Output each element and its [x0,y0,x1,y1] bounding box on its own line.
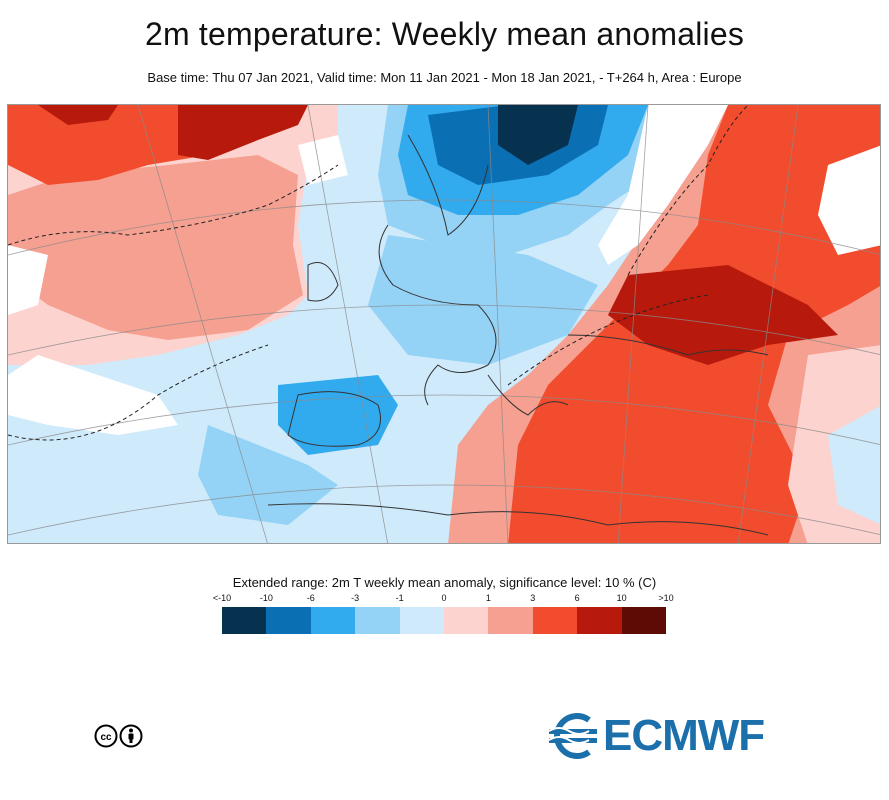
legend-tick-label: 10 [616,593,627,603]
legend-tick-label: -6 [306,593,315,603]
ecmwf-logo-text: ECMWF [603,711,765,760]
north-africa-cold-area [198,425,338,525]
legend-color-swatch [399,607,445,634]
anomaly-map [7,104,881,544]
graticule [8,105,880,543]
legend-tick-labels: <-10 -10 -6 -3 -1 0 1 3 6 10 >10 [213,593,674,607]
anomaly-map-canvas [8,105,880,543]
legend-tick-label: 6 [574,593,580,603]
ecmwf-logo: ECMWF [545,712,800,760]
legend-color-swatch [266,607,311,634]
legend-tick-label: -10 [259,593,273,603]
legend-color-swatch [444,607,489,634]
legend-tick-label: <-10 [212,593,232,603]
legend-color-bar [222,607,667,634]
atlantic-warm-area [8,155,303,340]
legend-color-swatch [310,607,356,634]
legend-tick-label: 3 [530,593,536,603]
legend-tick-label: -3 [351,593,360,603]
legend-color-swatch [488,607,533,634]
neutral-area-urals [818,145,880,255]
legend-color-swatch [577,607,622,634]
coastlines [267,134,769,536]
legend-color-swatch [222,607,267,634]
legend-color-swatch [621,607,667,634]
legend-tick-label: 0 [441,593,447,603]
legend-color-swatch [532,607,578,634]
significance-contour [8,105,749,441]
legend-title: Extended range: 2m T weekly mean anomaly… [232,575,657,590]
svg-text:cc: cc [100,732,112,743]
map-title: 2m temperature: Weekly mean anomalies [144,16,745,52]
map-subtitle: Base time: Thu 07 Jan 2021, Valid time: … [147,70,742,85]
neutral-area-west [8,245,48,315]
ecmwf-logo-icon [548,713,597,759]
greenland-strong-warm-area-west [38,105,118,125]
scandinavia-extreme-cold-area [498,105,578,165]
greenland-strong-warm-area [178,105,308,160]
neutral-area-southwest [8,355,178,435]
legend-tick-label: -1 [395,593,404,603]
neutral-area-northeast [598,105,728,265]
legend-tick-label: >10 [658,593,674,603]
central-europe-cold-area [368,235,598,365]
russia-strong-warm-area [608,265,838,365]
neutral-area-north [298,135,348,185]
legend-color-swatch [355,607,400,634]
cc-by-icon: cc [94,724,144,748]
legend-tick-label: 1 [485,593,491,603]
